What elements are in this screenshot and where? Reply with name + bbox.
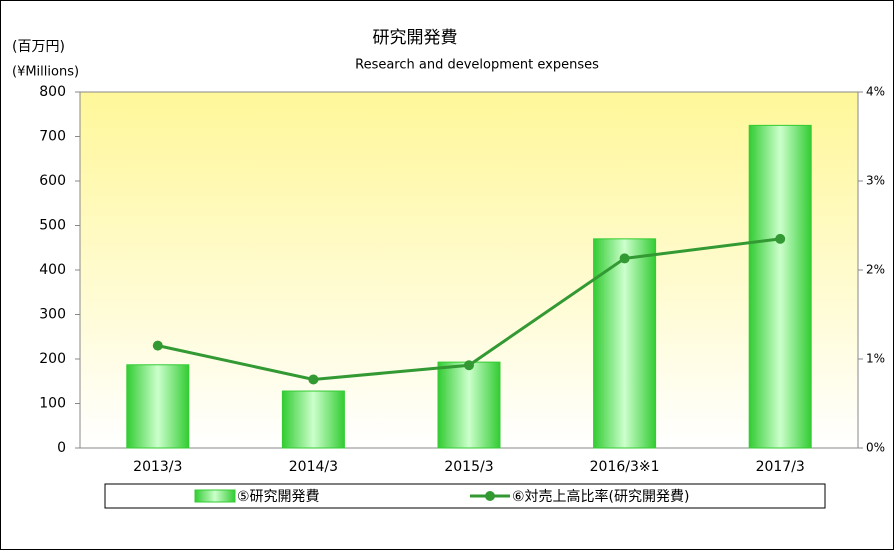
y2-tick-label: 0%: [866, 441, 885, 455]
y-tick-label: 700: [39, 129, 66, 145]
y-tick-label: 100: [39, 396, 66, 412]
y-tick-label: 800: [39, 84, 66, 100]
bar: [126, 364, 190, 449]
chart-title: 研究開発費: [373, 28, 458, 48]
line-marker: [464, 360, 474, 371]
y-tick-label: 500: [39, 218, 66, 234]
line-marker: [775, 233, 786, 244]
y-axis-label-en: (¥Millions): [12, 65, 79, 80]
x-tick-label: 2013/3: [133, 459, 182, 475]
y2-tick-label: 1%: [866, 352, 885, 366]
bar: [593, 238, 657, 449]
y-tick-label: 0: [57, 440, 66, 456]
y-axis-label: (百万円): [12, 39, 65, 55]
y2-tick-label: 4%: [866, 85, 885, 99]
x-tick-label: 2015/3: [444, 459, 493, 475]
y-tick-label: 200: [39, 351, 66, 367]
y-tick-label: 400: [39, 262, 66, 278]
x-tick-label: 2017/3: [756, 459, 805, 475]
bar: [281, 390, 345, 449]
y2-tick-label: 3%: [866, 174, 885, 188]
line-marker: [619, 253, 630, 264]
line-marker: [308, 374, 319, 385]
legend-label: ⑤研究開発費: [237, 489, 320, 505]
x-tick-label: 2014/3: [289, 459, 338, 475]
legend-label: ⑥対売上高比率(研究開発費): [512, 488, 689, 505]
y-tick-label: 300: [39, 307, 66, 323]
chart-subtitle: Research and development expenses: [355, 58, 599, 73]
bar: [748, 124, 812, 449]
y-tick-label: 600: [39, 173, 66, 189]
bar: [437, 361, 501, 449]
legend-marker: [485, 491, 495, 501]
x-tick-label: 2016/3※1: [590, 459, 660, 475]
line-marker: [152, 340, 163, 351]
y2-tick-label: 2%: [866, 263, 885, 277]
legend-swatch: [194, 489, 236, 503]
